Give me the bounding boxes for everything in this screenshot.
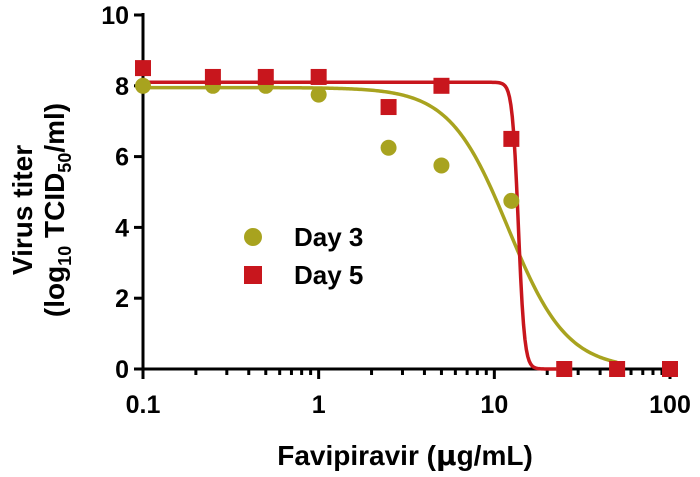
data-point-circle: [433, 157, 450, 174]
y-axis-label-line2: (log10 TCID50/ml): [39, 103, 75, 317]
fit-curve: [143, 85, 618, 364]
data-point-square: [204, 68, 221, 85]
data-points: [135, 60, 678, 377]
data-point-square: [257, 68, 274, 85]
data-point-square: [380, 99, 397, 116]
data-point-square: [135, 60, 151, 77]
legend-marker-square: [244, 266, 262, 284]
x-tick-label: 10: [480, 391, 508, 419]
y-tick-label: 4: [115, 214, 129, 242]
y-tick-label: 10: [101, 2, 129, 30]
y-tick-label: 6: [115, 144, 129, 172]
x-tick-label: 1: [312, 391, 326, 419]
y-tick-label: 8: [115, 73, 129, 101]
y-axis-label-line1: Virus titer: [7, 145, 38, 275]
y-tick-label: 0: [115, 356, 129, 384]
data-point-square: [310, 68, 327, 85]
data-point-square: [662, 361, 678, 377]
data-point-square: [609, 361, 626, 377]
x-tick-label: 0.1: [126, 391, 161, 419]
data-point-circle: [503, 192, 520, 209]
y-axis-label: Virus titer (log10 TCID50/ml): [7, 103, 75, 317]
data-point-square: [503, 130, 520, 147]
data-point-square: [556, 361, 573, 377]
y-ticks: 0 2 4 6 8 10: [101, 2, 143, 384]
legend: Day 3 Day 5: [244, 222, 363, 290]
fit-curves: [143, 80, 618, 371]
y-tick-label: 2: [115, 285, 129, 313]
legend-label: Day 3: [294, 222, 363, 252]
x-tick-label: 100: [649, 391, 691, 419]
data-point-circle: [135, 77, 151, 94]
data-point-circle: [310, 86, 327, 103]
data-point-circle: [380, 139, 397, 156]
x-axis-label: Favipiravir (µg/mL): [277, 439, 533, 472]
axes: [141, 13, 672, 371]
legend-marker-circle: [244, 228, 262, 246]
data-point-square: [433, 77, 450, 94]
legend-label: Day 5: [294, 260, 363, 290]
x-ticks: 0.1 1 10 100: [126, 369, 691, 419]
